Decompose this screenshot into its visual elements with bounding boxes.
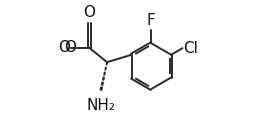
Text: F: F [147, 13, 156, 28]
Polygon shape [103, 77, 104, 80]
Polygon shape [102, 82, 103, 85]
Text: O: O [64, 40, 76, 55]
Polygon shape [105, 67, 106, 70]
Polygon shape [106, 62, 107, 65]
Polygon shape [104, 72, 105, 75]
Text: O: O [58, 40, 70, 55]
Text: O: O [84, 5, 96, 20]
Polygon shape [100, 87, 102, 90]
Text: Cl: Cl [183, 41, 198, 56]
Text: NH₂: NH₂ [86, 98, 115, 113]
